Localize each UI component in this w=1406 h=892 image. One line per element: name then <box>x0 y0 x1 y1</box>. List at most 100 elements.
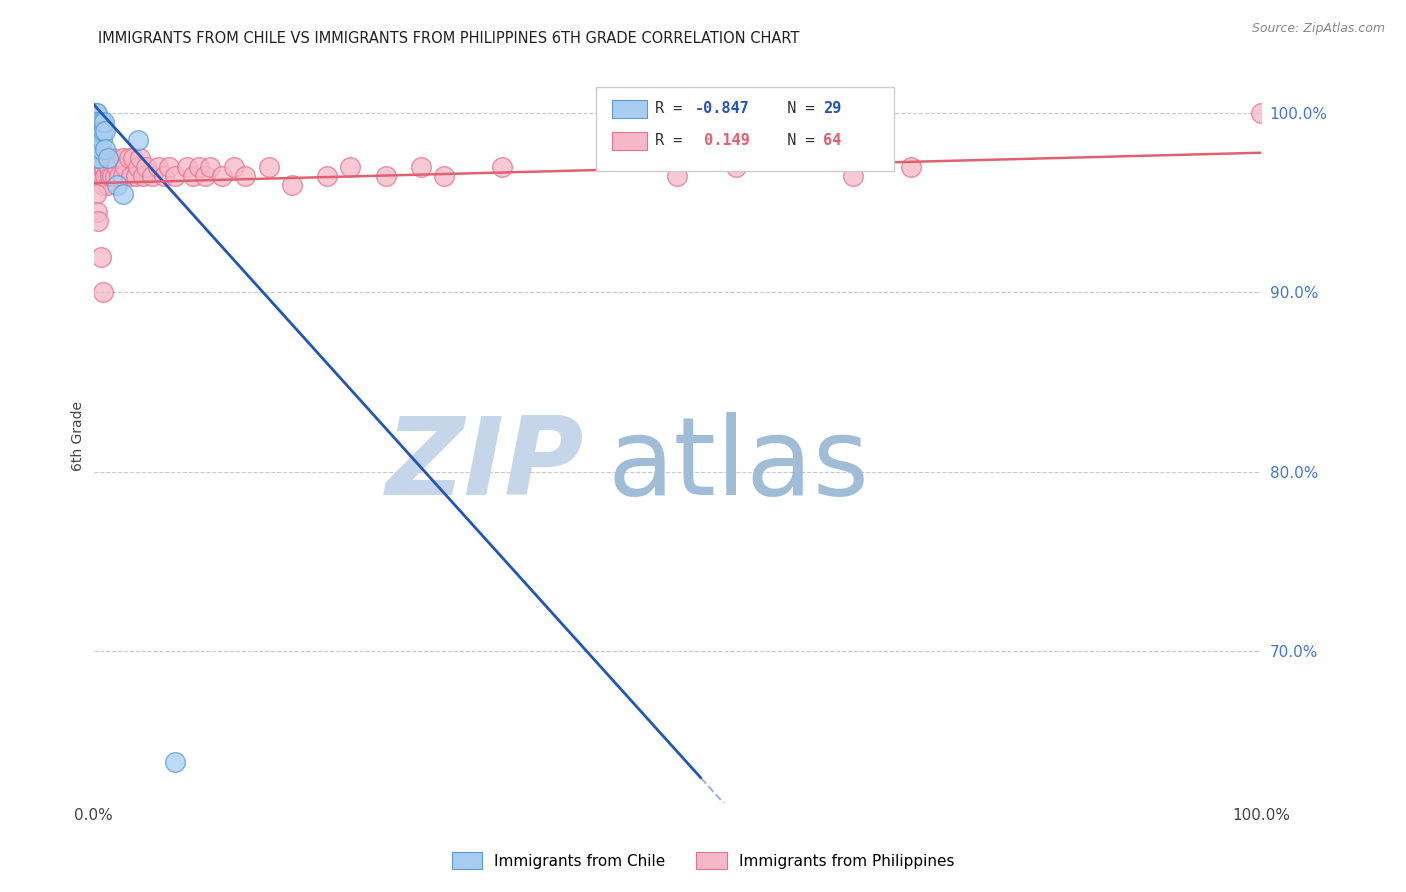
Point <box>94 151 117 165</box>
Point <box>89 151 111 165</box>
Text: 29: 29 <box>824 101 842 116</box>
Point <box>90 160 112 174</box>
Point <box>97 178 120 192</box>
Point <box>159 160 181 174</box>
Point <box>84 115 107 129</box>
Point <box>89 124 111 138</box>
Point <box>90 142 112 156</box>
Point <box>87 124 110 138</box>
Point <box>89 151 111 165</box>
Point <box>83 115 105 129</box>
Point <box>491 160 513 174</box>
Point <box>83 106 105 120</box>
Point <box>94 169 117 183</box>
Point <box>433 169 456 183</box>
Point <box>90 133 112 147</box>
Point <box>90 115 112 129</box>
Point <box>193 169 215 183</box>
Point <box>91 160 114 174</box>
Point <box>339 160 361 174</box>
Point <box>146 160 169 174</box>
Point <box>724 160 747 174</box>
Point <box>124 169 146 183</box>
Text: 64: 64 <box>824 133 842 148</box>
Point <box>181 169 204 183</box>
Point <box>1250 106 1272 120</box>
Point <box>211 169 233 183</box>
Point <box>96 151 118 165</box>
Point <box>129 151 152 165</box>
Point <box>841 169 863 183</box>
Point <box>114 160 136 174</box>
Point <box>316 169 339 183</box>
Point <box>87 142 110 156</box>
Point <box>131 169 153 183</box>
Point <box>281 178 304 192</box>
Point <box>111 169 134 183</box>
Point <box>84 186 107 201</box>
Point <box>105 160 128 174</box>
Point <box>108 169 131 183</box>
Point <box>97 160 120 174</box>
FancyBboxPatch shape <box>612 100 647 118</box>
Point <box>127 133 149 147</box>
Point <box>235 169 257 183</box>
Point <box>94 142 117 156</box>
Text: -0.847: -0.847 <box>695 101 749 116</box>
Text: R =: R = <box>655 101 692 116</box>
Point <box>87 115 110 129</box>
Text: N =: N = <box>769 133 824 148</box>
Text: N =: N = <box>769 101 824 116</box>
Text: 0.149: 0.149 <box>695 133 749 148</box>
Point <box>91 285 114 300</box>
Point <box>97 160 120 174</box>
Text: ZIP: ZIP <box>385 412 583 518</box>
Point <box>100 151 122 165</box>
Point <box>91 124 114 138</box>
Point <box>127 160 149 174</box>
Point <box>94 124 117 138</box>
Point <box>105 178 128 192</box>
Text: Source: ZipAtlas.com: Source: ZipAtlas.com <box>1251 22 1385 36</box>
Point <box>84 124 107 138</box>
Point <box>84 106 107 120</box>
Point <box>93 160 115 174</box>
Point <box>84 142 107 156</box>
Point <box>90 250 112 264</box>
Point <box>91 178 114 192</box>
Point <box>87 214 110 228</box>
Point <box>86 133 108 147</box>
FancyBboxPatch shape <box>596 87 894 171</box>
Legend: Immigrants from Chile, Immigrants from Philippines: Immigrants from Chile, Immigrants from P… <box>446 846 960 875</box>
Point <box>111 151 134 165</box>
Point <box>101 169 124 183</box>
Point <box>98 169 121 183</box>
Point <box>900 160 922 174</box>
Point <box>86 151 108 165</box>
Point <box>141 169 163 183</box>
Point <box>152 169 174 183</box>
Point <box>89 169 111 183</box>
Point <box>222 160 245 174</box>
Point <box>111 186 134 201</box>
Point <box>666 169 689 183</box>
Point <box>120 169 142 183</box>
Point <box>103 151 125 165</box>
Point <box>90 151 112 165</box>
Point <box>86 142 108 156</box>
Text: IMMIGRANTS FROM CHILE VS IMMIGRANTS FROM PHILIPPINES 6TH GRADE CORRELATION CHART: IMMIGRANTS FROM CHILE VS IMMIGRANTS FROM… <box>98 31 800 46</box>
Point <box>86 106 108 120</box>
Point <box>409 160 432 174</box>
Point <box>374 169 396 183</box>
Text: R =: R = <box>655 133 692 148</box>
Point <box>86 115 108 129</box>
Point <box>122 151 145 165</box>
Point <box>87 160 110 174</box>
Point <box>187 160 209 174</box>
Point <box>176 160 198 174</box>
Point <box>93 115 115 129</box>
FancyBboxPatch shape <box>612 132 647 150</box>
Point <box>165 755 187 769</box>
Point <box>86 204 108 219</box>
Point <box>117 151 139 165</box>
